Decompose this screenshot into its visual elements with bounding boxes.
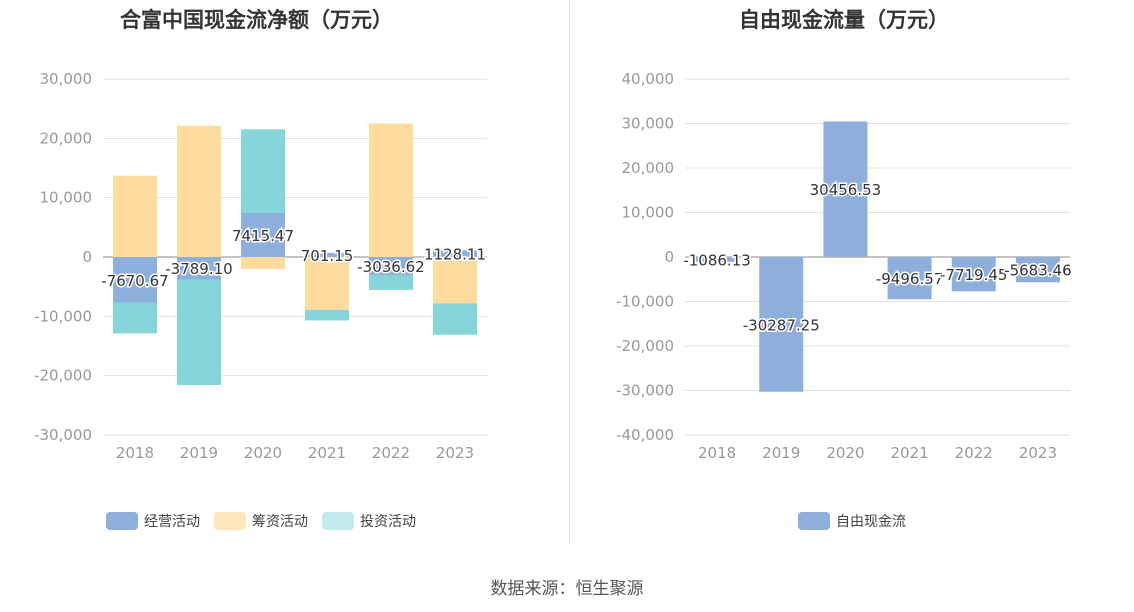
right-data-label: -9496.57 <box>876 270 943 288</box>
right-x-tick-label: 2020 <box>826 444 864 462</box>
right-bar-free-cash-flow <box>695 257 740 262</box>
left-chart-title: 合富中国现金流净额（万元） <box>120 8 393 32</box>
legend-label-financing: 筹资活动 <box>252 514 308 530</box>
right-y-tick-label: 30,000 <box>622 115 675 133</box>
legend-label-free-cash-flow: 自由现金流 <box>836 514 906 530</box>
right-y-tick-label: 10,000 <box>622 204 675 222</box>
left-y-tick-label: 30,000 <box>40 70 93 88</box>
left-bar-financing <box>305 257 349 310</box>
left-bar-investing <box>305 309 349 321</box>
right-legend: 自由现金流 <box>798 511 920 531</box>
right-data-label: 30456.53 <box>810 181 882 199</box>
left-bar-financing <box>177 125 221 257</box>
left-bar-financing <box>113 175 157 257</box>
left-y-tick-label: 10,000 <box>40 189 93 207</box>
left-y-tick-label: -30,000 <box>34 426 92 444</box>
left-x-tick-label: 2021 <box>308 444 346 462</box>
left-x-tick-label: 2019 <box>180 444 218 462</box>
left-data-label: 1128.11 <box>424 246 486 264</box>
legend-item-operating[interactable]: 经营活动 <box>106 511 200 531</box>
right-data-label: -7719.45 <box>940 266 1007 284</box>
left-data-label: 7415.47 <box>232 227 294 245</box>
right-y-tick-label: 0 <box>664 248 674 266</box>
panel-divider <box>569 0 570 545</box>
left-bar-financing <box>241 257 285 269</box>
data-source-note: 数据来源：恒生聚源 <box>490 579 644 599</box>
left-bar-investing <box>369 275 413 290</box>
left-y-tick-label: -20,000 <box>34 367 92 385</box>
right-y-tick-label: -30,000 <box>616 382 674 400</box>
legend-swatch-free-cash-flow <box>798 512 830 530</box>
left-y-tick-label: 0 <box>82 248 92 266</box>
legend-item-financing[interactable]: 筹资活动 <box>214 511 308 531</box>
legend-item-investing[interactable]: 投资活动 <box>322 511 416 531</box>
right-x-tick-label: 2021 <box>890 444 928 462</box>
left-bar-investing <box>113 302 157 334</box>
right-x-tick-label: 2022 <box>955 444 993 462</box>
legend-swatch-financing <box>214 512 246 530</box>
legend-item-free-cash-flow[interactable]: 自由现金流 <box>798 511 906 531</box>
left-bar-operating <box>369 257 413 276</box>
right-x-tick-label: 2019 <box>762 444 800 462</box>
left-bar-investing <box>241 129 285 214</box>
right-y-tick-label: 20,000 <box>622 159 675 177</box>
right-bar-free-cash-flow <box>1015 257 1060 283</box>
left-data-label: -3036.62 <box>357 258 424 276</box>
left-bar-operating <box>113 257 157 303</box>
left-bar-financing <box>433 257 477 304</box>
right-data-label: -5683.46 <box>1004 262 1071 280</box>
left-y-tick-label: -10,000 <box>34 307 92 325</box>
right-x-tick-label: 2023 <box>1019 444 1057 462</box>
right-bar-free-cash-flow <box>887 257 932 300</box>
left-bar-operating <box>305 252 349 257</box>
left-x-tick-label: 2020 <box>244 444 282 462</box>
left-bar-operating <box>433 250 477 257</box>
left-y-tick-label: 20,000 <box>40 129 93 147</box>
left-bar-investing <box>177 279 221 386</box>
left-data-label: -3789.10 <box>165 260 232 278</box>
legend-label-investing: 投资活动 <box>360 514 416 530</box>
left-data-label: 701.15 <box>301 247 354 265</box>
left-x-tick-label: 2023 <box>436 444 474 462</box>
left-bar-operating <box>177 257 221 280</box>
left-x-tick-label: 2018 <box>116 444 154 462</box>
left-legend: 经营活动 筹资活动 投资活动 <box>106 511 430 531</box>
right-y-tick-label: -20,000 <box>616 337 674 355</box>
left-x-tick-label: 2022 <box>372 444 410 462</box>
right-x-tick-label: 2018 <box>698 444 736 462</box>
left-bar-operating <box>241 213 285 257</box>
right-bar-free-cash-flow <box>823 121 868 257</box>
right-data-label: -30287.25 <box>743 316 820 334</box>
left-data-label: -7670.67 <box>101 272 168 290</box>
right-data-label: -1086.13 <box>683 251 750 269</box>
legend-swatch-operating <box>106 512 138 530</box>
left-bar-financing <box>369 123 413 257</box>
legend-label-operating: 经营活动 <box>144 514 200 530</box>
right-y-tick-label: -40,000 <box>616 426 674 444</box>
right-y-tick-label: -10,000 <box>616 293 674 311</box>
left-bar-investing <box>433 303 477 335</box>
legend-swatch-investing <box>322 512 354 530</box>
right-bar-free-cash-flow <box>759 257 804 392</box>
right-chart-title: 自由现金流量（万元） <box>739 8 949 32</box>
right-bar-free-cash-flow <box>951 257 996 292</box>
right-y-tick-label: 40,000 <box>622 70 675 88</box>
